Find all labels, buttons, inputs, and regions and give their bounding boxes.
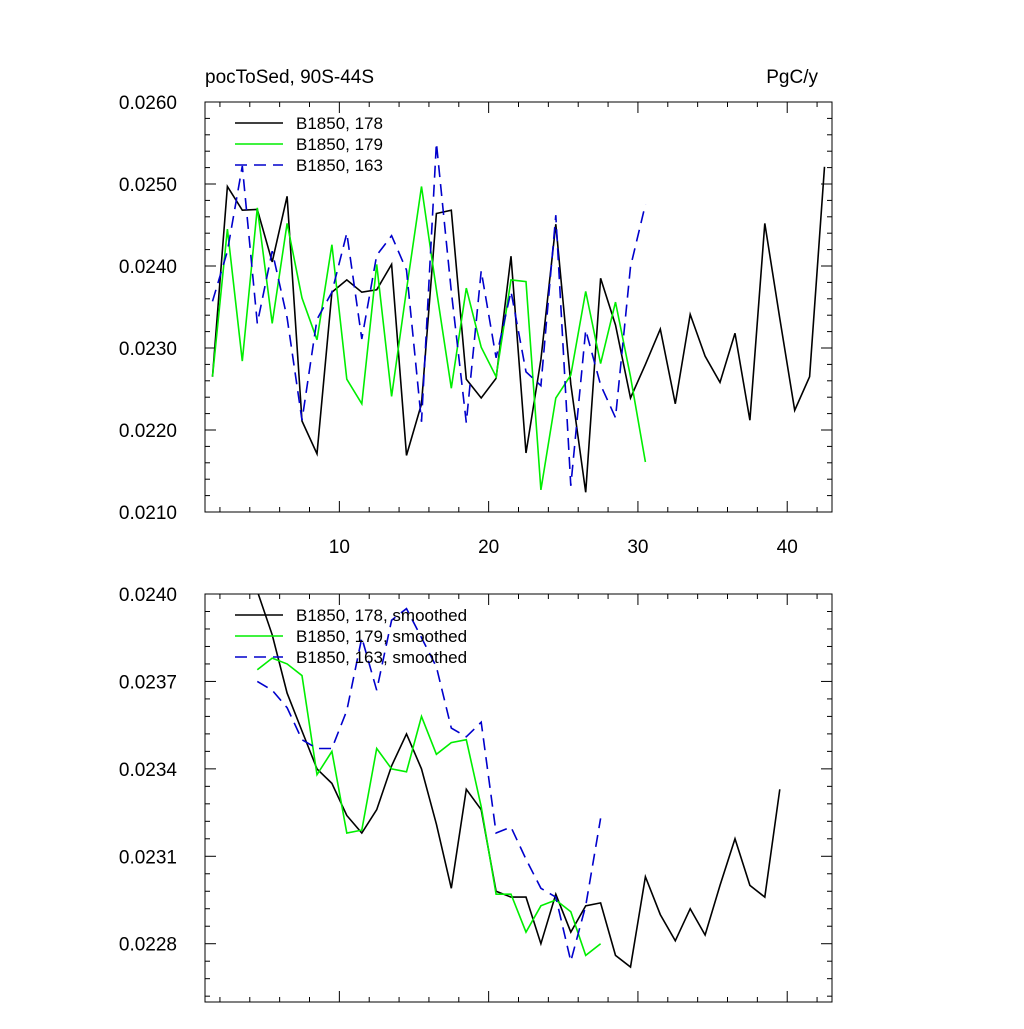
series-line-1 <box>211 166 826 493</box>
x-tick-label: 40 <box>777 537 798 558</box>
y-tick-label: 0.0228 <box>119 935 177 956</box>
y-tick-label: 0.0240 <box>119 257 177 278</box>
y-tick-label: 0.0260 <box>119 93 177 114</box>
y-tick-label: 0.0210 <box>119 503 177 524</box>
legend-label: B1850, 163, smoothed <box>296 648 467 667</box>
y-tick-label: 0.0220 <box>119 421 177 442</box>
chart-units: PgC/y <box>766 67 818 88</box>
legend-label: B1850, 178 <box>296 114 383 133</box>
series-line-3 <box>256 607 602 962</box>
chart-title: pocToSed, 90S-44S <box>205 67 374 88</box>
x-tick-label: 20 <box>478 537 499 558</box>
series-line-2 <box>211 186 647 491</box>
legend-label: B1850, 179 <box>296 135 383 154</box>
x-tick-label: 10 <box>329 537 350 558</box>
chart-panel-2: 0.0228 0.0231 0.0234 0.0237 0.0240 B1850, 178… <box>119 585 833 1003</box>
y-tick-label: 0.0237 <box>119 672 177 693</box>
y-tick-label: 0.0234 <box>119 760 178 781</box>
y-tick-label: 0.0230 <box>119 339 177 360</box>
legend-label: B1850, 163 <box>296 156 383 175</box>
series-line-3 <box>211 142 647 486</box>
series-group <box>211 142 826 493</box>
y-tick-label: 0.0250 <box>119 175 177 196</box>
y-tick-label: 0.0240 <box>119 585 177 606</box>
series-line-2 <box>256 657 602 957</box>
legend-label: B1850, 179, smoothed <box>296 627 467 646</box>
chart-panel-1: 10 20 30 40 0.0210 0.0220 0.0230 0.0240 0.0250 0.… <box>119 93 833 558</box>
series-group <box>256 594 781 969</box>
y-tick-label: 0.0231 <box>119 847 177 868</box>
series-line-1 <box>257 594 781 969</box>
legend-label: B1850, 178, smoothed <box>296 606 467 625</box>
x-tick-label: 30 <box>627 537 648 558</box>
